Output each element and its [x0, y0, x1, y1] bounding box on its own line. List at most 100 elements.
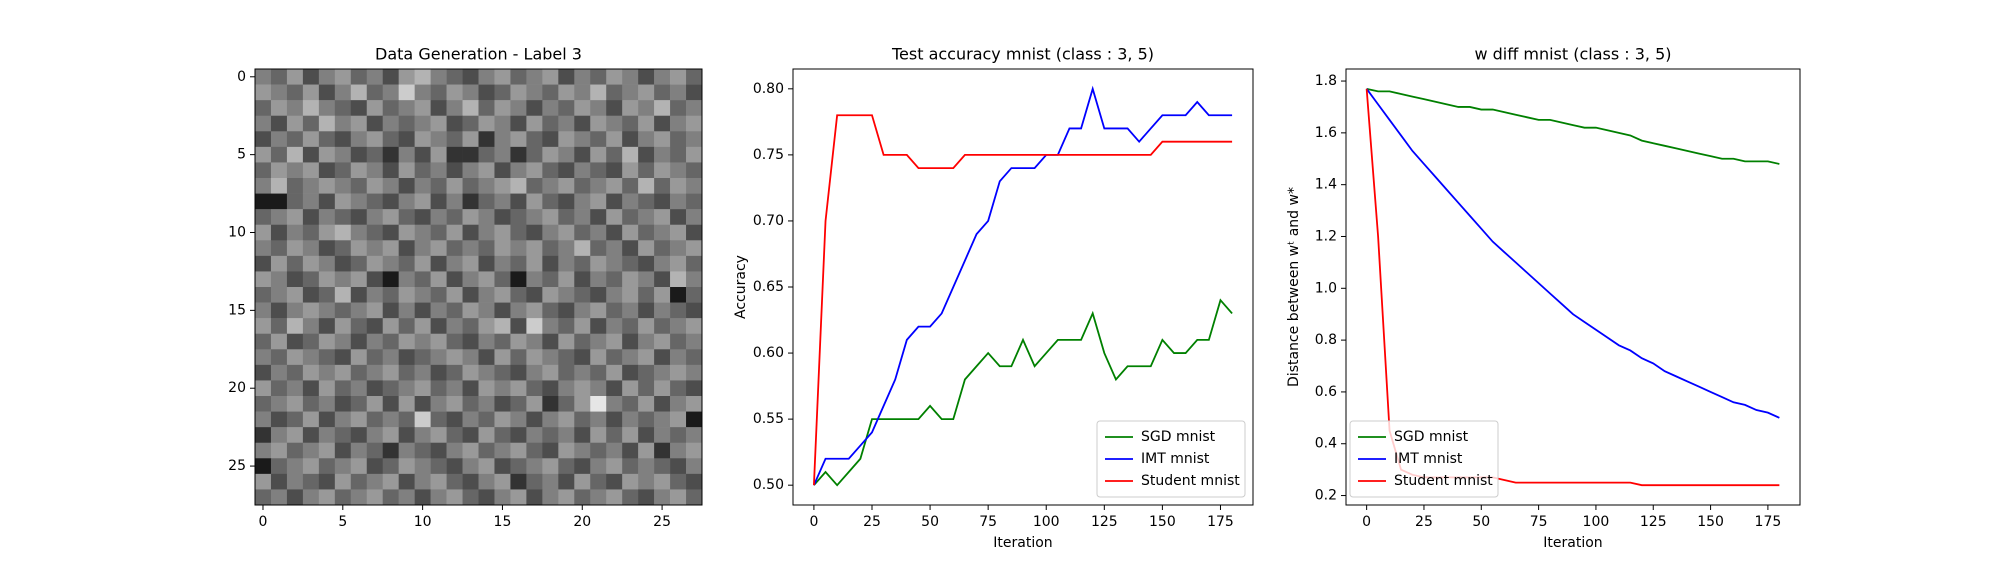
pixel-cell — [670, 442, 687, 459]
pixel-cell — [446, 364, 463, 381]
pixel-cell — [526, 473, 543, 490]
pixel-cell — [270, 178, 288, 194]
pixel-cell — [462, 255, 479, 272]
pixel-cell — [398, 333, 415, 350]
pixel-cell — [366, 240, 384, 257]
pixel-cell — [686, 427, 703, 444]
x-tick-label: 0 — [259, 514, 268, 530]
pixel-cell — [542, 224, 559, 241]
pixel-cell — [462, 318, 479, 335]
pixel-cell — [606, 162, 623, 179]
pixel-cell — [638, 193, 655, 210]
pixel-cell — [334, 209, 352, 226]
pixel-cell — [366, 411, 384, 428]
pixel-cell — [255, 115, 272, 132]
pixel-cell — [414, 473, 431, 490]
pixel-cell — [590, 84, 607, 101]
pixel-cell — [686, 489, 703, 506]
pixel-cell — [366, 302, 384, 319]
x-tick-label: 0 — [809, 514, 818, 530]
pixel-cell — [318, 489, 336, 506]
pixel-cell — [478, 333, 495, 350]
pixel-cell — [590, 209, 607, 226]
pixel-cell — [462, 69, 479, 85]
pixel-cell — [366, 458, 384, 475]
pixel-cell — [494, 411, 511, 428]
pixel-cell — [302, 146, 320, 163]
y-tick-label: 15 — [228, 302, 246, 318]
pixel-cell — [510, 209, 527, 226]
pixel-cell — [606, 193, 623, 210]
pixel-cell — [526, 287, 543, 303]
pixel-cell — [558, 162, 575, 179]
pixel-cell — [670, 302, 687, 319]
pixel-cell — [446, 69, 463, 85]
pixel-cell — [670, 178, 687, 194]
pixel-cell — [350, 349, 368, 366]
pixel-cell — [590, 224, 607, 241]
pixel-cell — [366, 69, 384, 85]
pixel-cell — [478, 349, 495, 366]
series-line — [1365, 88, 1780, 419]
pixel-cell — [334, 255, 352, 272]
pixel-cell — [462, 427, 479, 444]
pixel-cell — [590, 380, 607, 397]
pixel-cell — [366, 473, 384, 490]
pixel-cell — [654, 333, 671, 350]
pixel-cell — [542, 318, 559, 335]
pixel-cell — [318, 255, 336, 272]
pixel-cell — [622, 255, 639, 272]
y-tick-label: 0.65 — [753, 279, 784, 295]
pixel-cell — [478, 209, 495, 226]
pixel-cell — [654, 411, 671, 428]
pixel-cell — [334, 178, 352, 194]
pixel-cell — [574, 224, 591, 241]
pixel-cell — [302, 240, 320, 257]
pixel-cell — [334, 69, 352, 85]
pixel-cell — [670, 489, 687, 506]
pixel-cell — [334, 84, 352, 101]
pixel-cell — [542, 209, 559, 226]
pixel-cell — [670, 84, 687, 101]
pixel-cell — [622, 380, 639, 397]
pixel-cell — [398, 240, 415, 257]
pixel-cell — [542, 380, 559, 397]
pixel-cell — [686, 287, 703, 303]
pixel-cell — [494, 193, 511, 210]
pixel-cell — [510, 240, 527, 257]
pixel-cell — [574, 287, 591, 303]
pixel-cell — [462, 146, 479, 163]
pixel-cell — [446, 318, 463, 335]
pixel-cell — [462, 209, 479, 226]
series-line — [813, 298, 1233, 487]
pixel-cell — [526, 69, 543, 85]
pixel-cell — [286, 287, 304, 303]
pixel-cell — [670, 318, 687, 335]
pixel-cell — [558, 364, 575, 381]
pixel-cell — [430, 318, 447, 335]
pixel-cell — [574, 69, 591, 85]
pixel-cell — [574, 458, 591, 475]
pixel-cell — [382, 271, 399, 288]
pixel-cell — [654, 287, 671, 303]
pixel-cell — [414, 302, 431, 319]
pixel-cell — [558, 255, 575, 272]
y-tick-label: 0.70 — [753, 213, 784, 229]
y-axis-label: Distance between wᵗ and w* — [1286, 187, 1302, 387]
pixel-cell — [302, 255, 320, 272]
pixel-cell — [255, 458, 272, 475]
pixel-cell — [558, 396, 575, 412]
pixel-cell — [494, 224, 511, 241]
pixel-cell — [430, 193, 447, 210]
pixel-cell — [270, 115, 288, 132]
pixel-cell — [366, 271, 384, 288]
pixel-cell — [542, 442, 559, 459]
pixel-cell — [446, 380, 463, 397]
pixel-cell — [542, 255, 559, 272]
pixel-cell — [654, 100, 671, 117]
pixel-cell — [255, 193, 272, 210]
pixel-cell — [686, 224, 703, 241]
pixel-cell — [622, 162, 639, 179]
pixel-cell — [590, 489, 607, 506]
pixel-cell — [590, 178, 607, 194]
